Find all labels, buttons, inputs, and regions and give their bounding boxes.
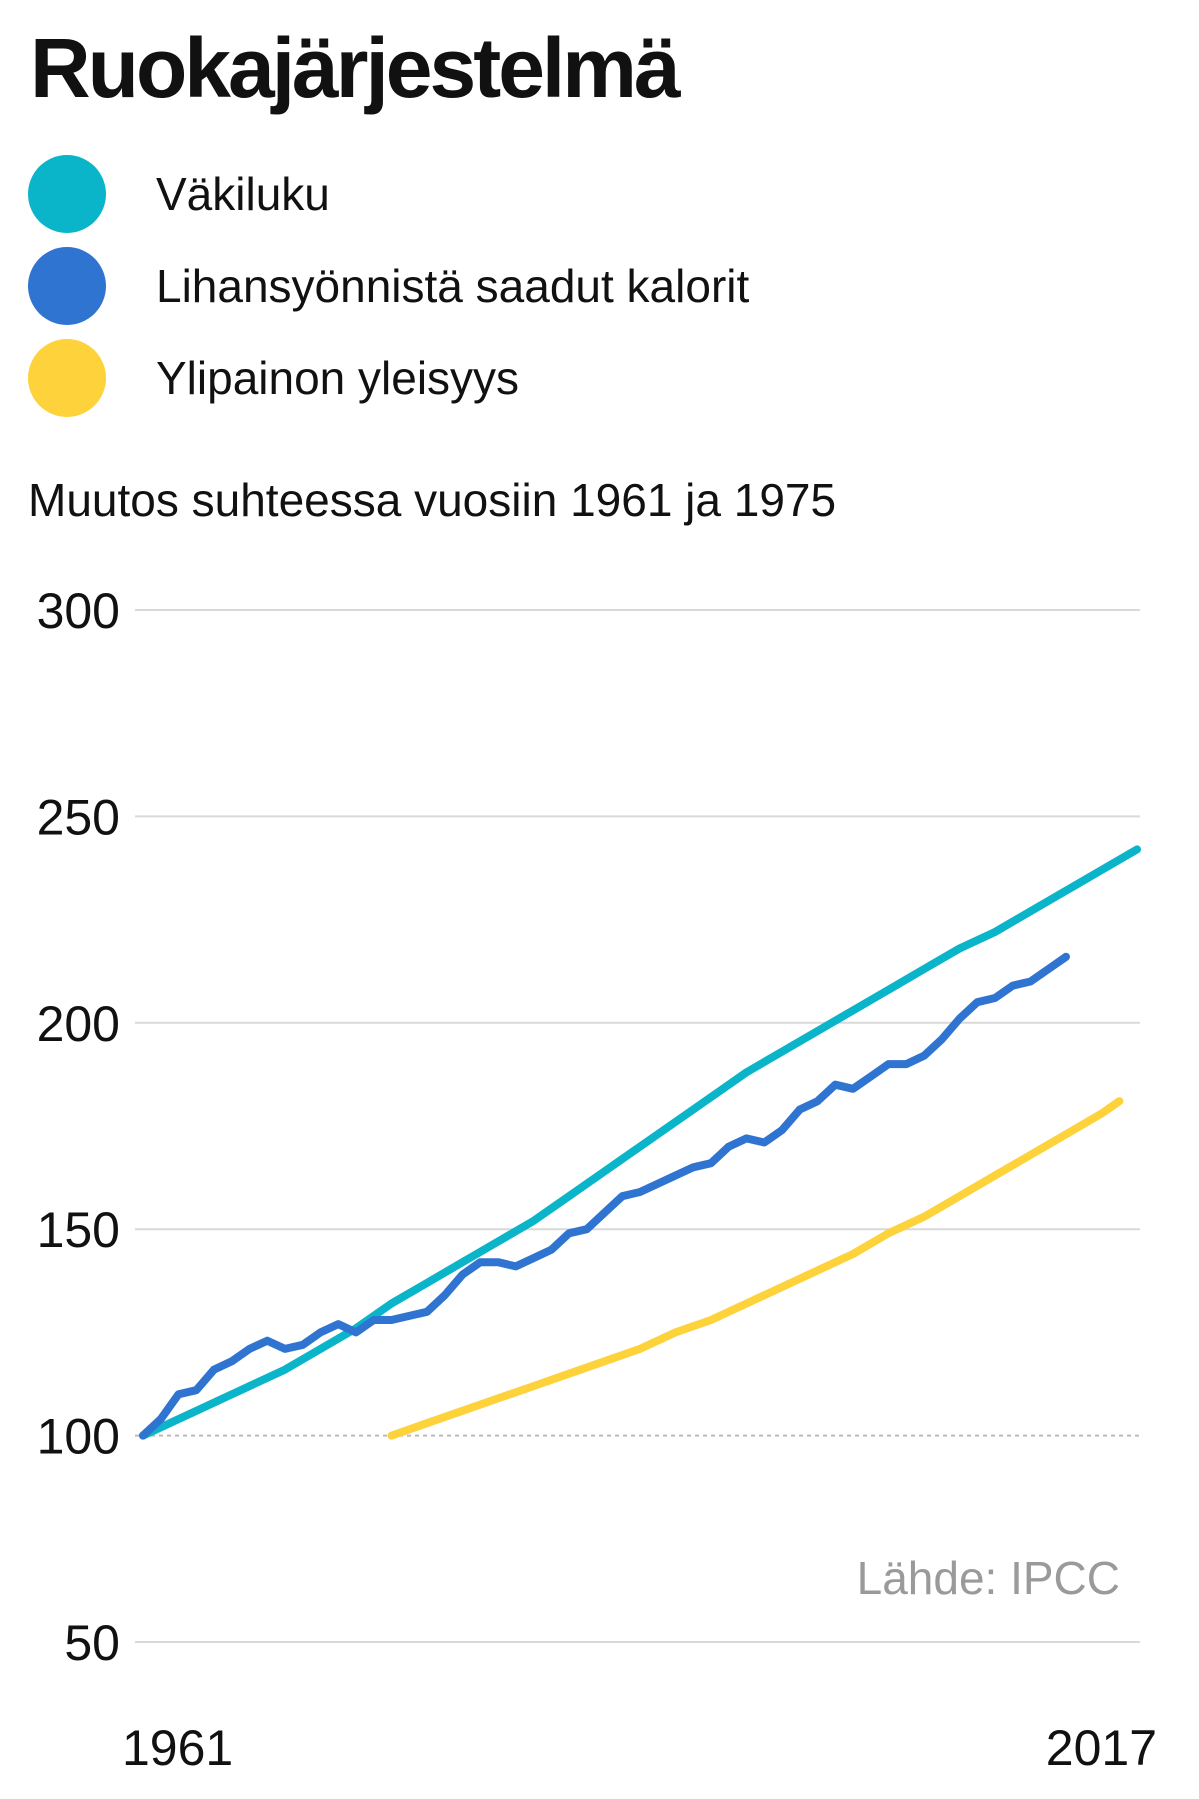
source-label: Lähde: IPCC [857, 1552, 1120, 1604]
y-tick-label: 100 [37, 1409, 120, 1465]
legend-dot-meat-calories [28, 247, 106, 325]
series-line-meat-calories [139, 952, 1070, 1440]
legend-item-meat-calories: Lihansyönnistä saadut kalorit [28, 240, 749, 332]
legend-item-population: Väkiluku [28, 148, 749, 240]
y-tick-label: 250 [37, 789, 120, 845]
legend-item-obesity: Ylipainon yleisyys [28, 332, 749, 424]
chart-title: Ruokajärjestelmä [30, 21, 681, 115]
y-tick-label: 50 [64, 1615, 120, 1671]
chart-subtitle: Muutos suhteessa vuosiin 1961 ja 1975 [28, 474, 837, 526]
y-tick-label: 300 [37, 583, 120, 639]
legend-label-meat-calories: Lihansyönnistä saadut kalorit [156, 260, 750, 312]
y-axis-tick-labels: 300 250 200 150 100 50 [37, 583, 120, 1671]
legend-dot-obesity [28, 339, 106, 417]
legend-dot-population [28, 155, 106, 233]
legend-label-obesity: Ylipainon yleisyys [156, 352, 520, 404]
series-line-obesity [387, 1097, 1124, 1440]
y-tick-label: 150 [37, 1202, 120, 1258]
x-tick-label: 1961 [122, 1720, 233, 1776]
x-axis-tick-labels: 1961 2017 [122, 1720, 1157, 1776]
series-line-population [139, 845, 1141, 1440]
line-chart: 300 250 200 150 100 50 1961 2017 Lähde: IPCC [37, 583, 1157, 1776]
legend-label-population: Väkiluku [156, 168, 330, 220]
grid-lines [135, 609, 1140, 1643]
legend: Väkiluku Lihansyönnistä saadut kalorit Y… [28, 148, 749, 424]
series-lines [139, 845, 1141, 1440]
x-tick-label: 2017 [1046, 1720, 1157, 1776]
y-tick-label: 200 [37, 996, 120, 1052]
